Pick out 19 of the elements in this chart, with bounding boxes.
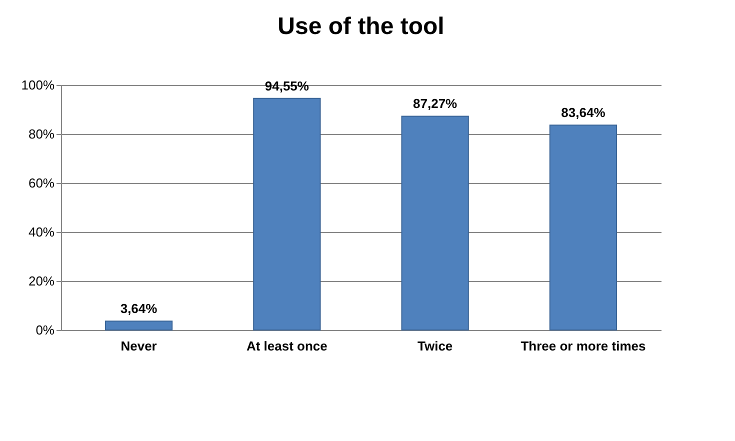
y-tick-label: 0% — [36, 322, 55, 338]
chart-title: Use of the tool — [278, 13, 444, 40]
x-tick-label: Twice — [417, 338, 453, 354]
bar — [401, 116, 469, 330]
y-tick-label: 80% — [28, 126, 55, 142]
data-label: 87,27% — [413, 96, 458, 112]
x-tick-label: Three or more times — [520, 338, 646, 354]
y-tick-label: 40% — [28, 224, 55, 240]
x-tick-label: At least once — [246, 338, 328, 354]
x-tick-label: Never — [120, 338, 157, 354]
data-label: 94,55% — [264, 78, 310, 94]
bar — [549, 124, 618, 330]
y-tick-label: 60% — [28, 176, 55, 190]
data-label: 3,64% — [120, 301, 158, 316]
bar — [104, 320, 173, 330]
bar — [253, 98, 321, 330]
y-tick-label: 100% — [21, 78, 55, 92]
y-tick-label: 20% — [28, 274, 55, 288]
data-label: 83,64% — [561, 105, 606, 120]
